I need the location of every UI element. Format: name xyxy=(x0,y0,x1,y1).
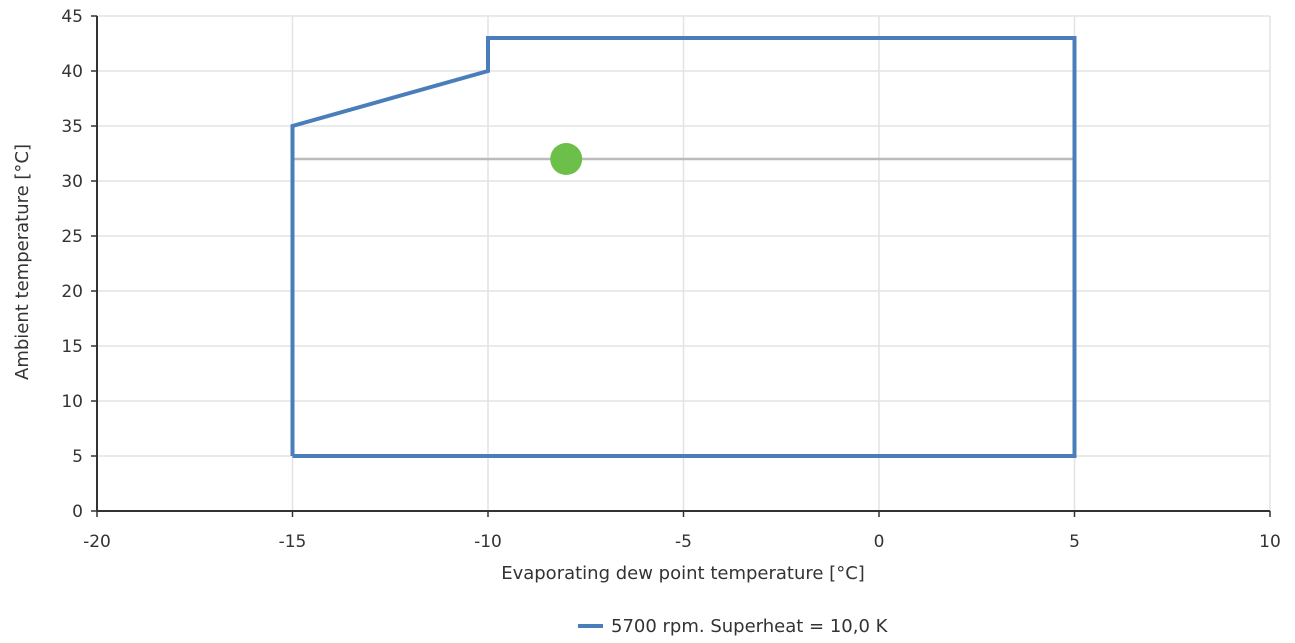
x-tick-label: -10 xyxy=(474,532,502,552)
y-tick-label: 40 xyxy=(61,62,83,82)
y-tick-label: 30 xyxy=(61,172,83,192)
y-tick-label: 20 xyxy=(61,282,83,302)
axes xyxy=(91,15,1271,517)
legend-label: 5700 rpm. Superheat = 10,0 K xyxy=(611,616,889,637)
y-tick-label: 10 xyxy=(61,392,83,412)
x-tick-labels: -20 -15 -10 -5 0 5 10 xyxy=(83,532,1281,552)
x-tick-label: -20 xyxy=(83,532,111,552)
x-tick-label: 5 xyxy=(1069,532,1080,552)
x-axis-title: Evaporating dew point temperature [°C] xyxy=(501,563,865,584)
operating-point-marker xyxy=(550,143,583,175)
x-tick-label: 10 xyxy=(1259,532,1281,552)
y-tick-labels: 0 5 10 15 20 25 30 35 40 45 xyxy=(61,7,83,522)
x-tick-label: -5 xyxy=(675,532,692,552)
y-tick-label: 45 xyxy=(61,7,83,27)
y-tick-label: 15 xyxy=(61,337,83,357)
y-tick-label: 5 xyxy=(72,447,83,467)
y-tick-label: 35 xyxy=(61,117,83,137)
y-axis-title: Ambient temperature [°C] xyxy=(12,144,33,380)
legend[interactable]: 5700 rpm. Superheat = 10,0 K xyxy=(578,616,889,637)
y-tick-label: 25 xyxy=(61,227,83,247)
series-layer xyxy=(290,36,1077,458)
grid xyxy=(97,15,1271,511)
envelope-series-line xyxy=(290,36,1077,458)
x-tick-label: 0 xyxy=(874,532,885,552)
x-tick-label: -15 xyxy=(279,532,307,552)
y-tick-label: 0 xyxy=(72,502,83,522)
